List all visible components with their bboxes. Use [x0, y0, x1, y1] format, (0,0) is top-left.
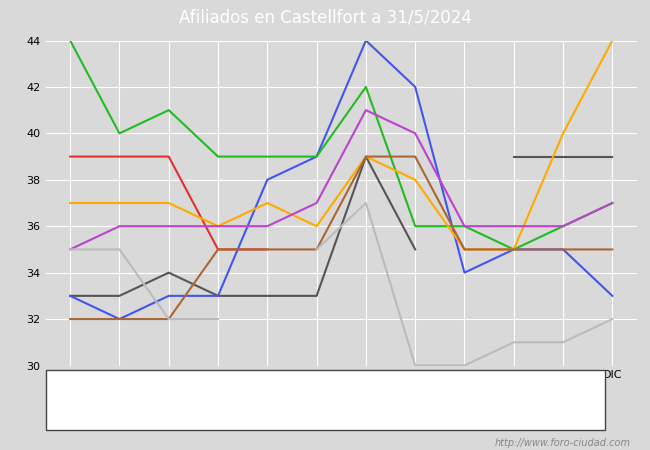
Text: 2017: 2017: [577, 395, 604, 405]
Text: 2023: 2023: [146, 395, 174, 405]
Text: 2021: 2021: [289, 395, 317, 405]
Text: 2019: 2019: [433, 395, 461, 405]
Text: http://www.foro-ciudad.com: http://www.foro-ciudad.com: [495, 438, 630, 448]
Text: 2020: 2020: [361, 395, 389, 405]
Text: 2024: 2024: [73, 395, 102, 405]
Text: 2018: 2018: [504, 395, 533, 405]
Text: 2022: 2022: [217, 395, 246, 405]
FancyBboxPatch shape: [46, 370, 605, 430]
Text: Afiliados en Castellfort a 31/5/2024: Afiliados en Castellfort a 31/5/2024: [179, 9, 471, 27]
